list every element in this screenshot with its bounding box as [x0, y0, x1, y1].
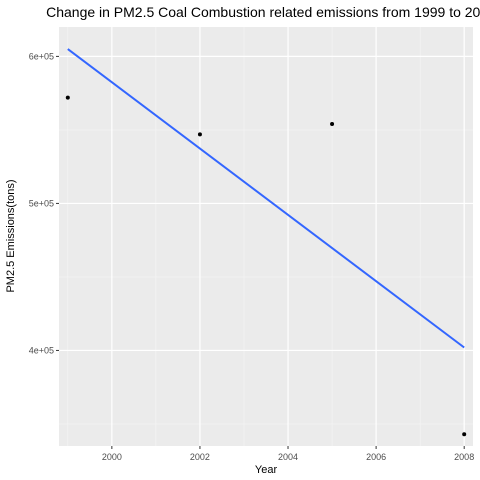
grid-major	[59, 27, 473, 446]
x-tick-label: 2006	[366, 452, 386, 462]
y-tick-label: 6e+05	[29, 51, 54, 61]
data-point	[462, 432, 467, 437]
x-tick-label: 2008	[454, 452, 474, 462]
y-tick-label: 4e+05	[29, 345, 54, 355]
x-tick-label: 2004	[278, 452, 298, 462]
y-axis: 4e+05 5e+05 6e+05	[29, 51, 59, 355]
data-point	[197, 132, 202, 137]
y-axis-title: PM2.5 Emissions(tons)	[5, 179, 17, 292]
chart-title: Change in PM2.5 Coal Combustion related …	[46, 4, 480, 20]
trend-line-layer	[67, 48, 465, 349]
x-tick-label: 2000	[102, 452, 122, 462]
points-layer	[65, 95, 467, 437]
data-point	[65, 95, 70, 100]
x-axis-title: Year	[255, 464, 278, 476]
plot-panel	[59, 27, 473, 446]
trend-line	[67, 48, 465, 349]
x-axis: 2000 2002 2004 2006 2008	[102, 446, 474, 462]
data-point	[330, 122, 335, 127]
x-tick-label: 2002	[190, 452, 210, 462]
y-tick-label: 5e+05	[29, 198, 54, 208]
